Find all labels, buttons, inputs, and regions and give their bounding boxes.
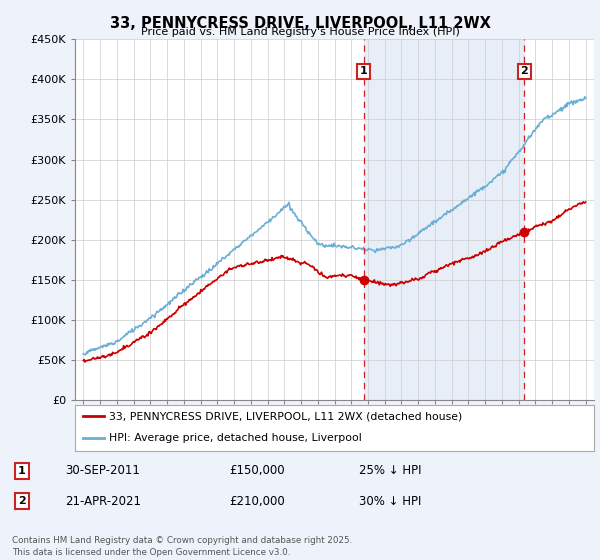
Text: 21-APR-2021: 21-APR-2021 — [65, 494, 141, 507]
Bar — [364, 39, 524, 400]
Text: 2: 2 — [520, 66, 528, 76]
Text: 33, PENNYCRESS DRIVE, LIVERPOOL, L11 2WX (detached house): 33, PENNYCRESS DRIVE, LIVERPOOL, L11 2WX… — [109, 412, 462, 421]
Text: Price paid vs. HM Land Registry's House Price Index (HPI): Price paid vs. HM Land Registry's House … — [140, 27, 460, 37]
Text: 30-SEP-2011: 30-SEP-2011 — [65, 464, 140, 477]
Text: 1: 1 — [18, 466, 26, 476]
Text: £210,000: £210,000 — [229, 494, 285, 507]
Text: 30% ↓ HPI: 30% ↓ HPI — [359, 494, 421, 507]
Text: 33, PENNYCRESS DRIVE, LIVERPOOL, L11 2WX: 33, PENNYCRESS DRIVE, LIVERPOOL, L11 2WX — [110, 16, 490, 31]
Text: HPI: Average price, detached house, Liverpool: HPI: Average price, detached house, Live… — [109, 433, 361, 443]
Text: 25% ↓ HPI: 25% ↓ HPI — [359, 464, 421, 477]
Text: 1: 1 — [360, 66, 368, 76]
Text: £150,000: £150,000 — [229, 464, 285, 477]
Text: Contains HM Land Registry data © Crown copyright and database right 2025.
This d: Contains HM Land Registry data © Crown c… — [12, 536, 352, 557]
Text: 2: 2 — [18, 496, 26, 506]
